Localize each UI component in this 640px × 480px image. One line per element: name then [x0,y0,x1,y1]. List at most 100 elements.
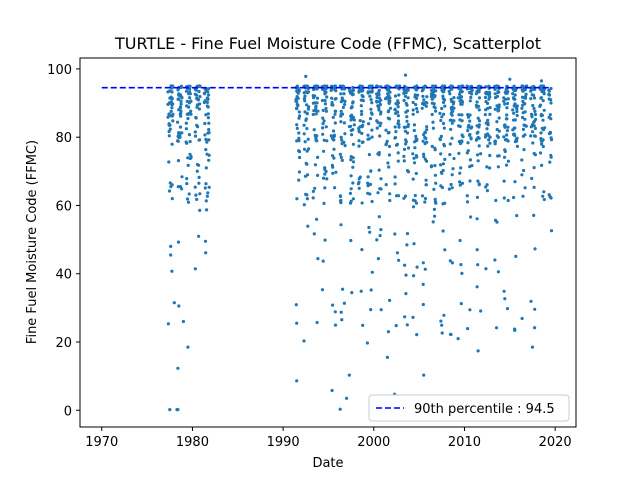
data-point [379,308,383,312]
data-point [466,115,470,119]
data-point [331,154,335,158]
data-point [370,199,374,204]
data-point [186,116,190,121]
data-point [313,163,317,167]
data-point [388,90,392,94]
data-point [388,106,393,110]
data-point [393,136,397,140]
data-point [474,92,478,96]
data-point [315,96,320,100]
data-point [203,99,207,103]
data-point [323,91,327,95]
data-point [349,124,353,128]
data-point [477,108,481,112]
data-point [348,191,352,195]
data-point [351,160,356,164]
data-point [425,125,429,129]
x-axis-label: Date [312,456,343,471]
data-point [512,126,516,130]
data-point [477,96,482,100]
data-point [188,96,192,100]
data-point [186,163,190,167]
data-point [351,101,355,105]
data-point [508,77,512,81]
data-point [450,186,454,190]
data-point [349,158,353,162]
data-point [359,289,363,293]
data-point [393,182,397,186]
data-point [368,182,373,186]
data-point [384,183,388,187]
data-point [188,140,192,144]
data-point [425,128,429,132]
data-point [442,87,447,91]
data-point [197,175,201,179]
data-point [468,158,472,162]
data-point [484,267,488,271]
data-point [404,273,408,277]
data-point [388,96,392,100]
data-point [460,119,464,123]
data-point [167,189,172,193]
data-point [449,127,453,131]
data-point [415,96,419,100]
data-point [186,156,190,160]
data-point [302,123,306,127]
data-point [170,84,175,88]
data-point [322,138,326,142]
data-point [529,134,533,138]
data-point [402,91,406,95]
data-point [303,174,308,178]
data-point [522,148,526,152]
data-point [502,96,506,100]
data-point [324,106,328,111]
x-axis: 1970 1980 1990 2000 2010 2020 [85,427,572,450]
data-point [458,183,462,187]
data-point [349,238,353,243]
data-point [520,95,525,99]
data-point [423,130,427,134]
data-point [468,165,472,169]
data-point [322,201,326,205]
data-point [194,116,198,120]
data-point [533,307,537,311]
data-point [515,144,520,148]
data-point [205,100,209,104]
data-point [367,137,371,141]
data-point [469,95,473,99]
data-point [431,120,435,124]
data-point [339,155,343,159]
data-point [532,96,537,100]
data-point [476,263,480,267]
data-point [321,126,325,130]
data-point [205,140,209,144]
data-point [513,140,518,144]
data-point [413,146,417,150]
data-point [339,223,343,227]
data-point [334,97,338,101]
data-point [168,127,172,131]
data-point [494,326,499,330]
data-point [179,114,183,118]
data-point [403,94,407,98]
data-point [496,165,500,169]
data-point [203,239,208,243]
data-point [434,109,438,113]
data-point [315,139,319,143]
data-point [170,142,174,146]
data-point [378,234,382,238]
data-point [297,131,301,135]
data-point [484,133,488,137]
y-tick-label: 60 [55,199,72,214]
data-point [304,192,308,196]
data-point [442,112,446,116]
data-point [189,109,193,113]
data-point [477,182,481,186]
data-point [177,304,181,308]
data-point [404,292,408,296]
data-point [323,238,327,242]
data-point [520,106,524,110]
data-point [467,133,472,137]
data-point [338,199,343,203]
data-point [458,90,462,94]
